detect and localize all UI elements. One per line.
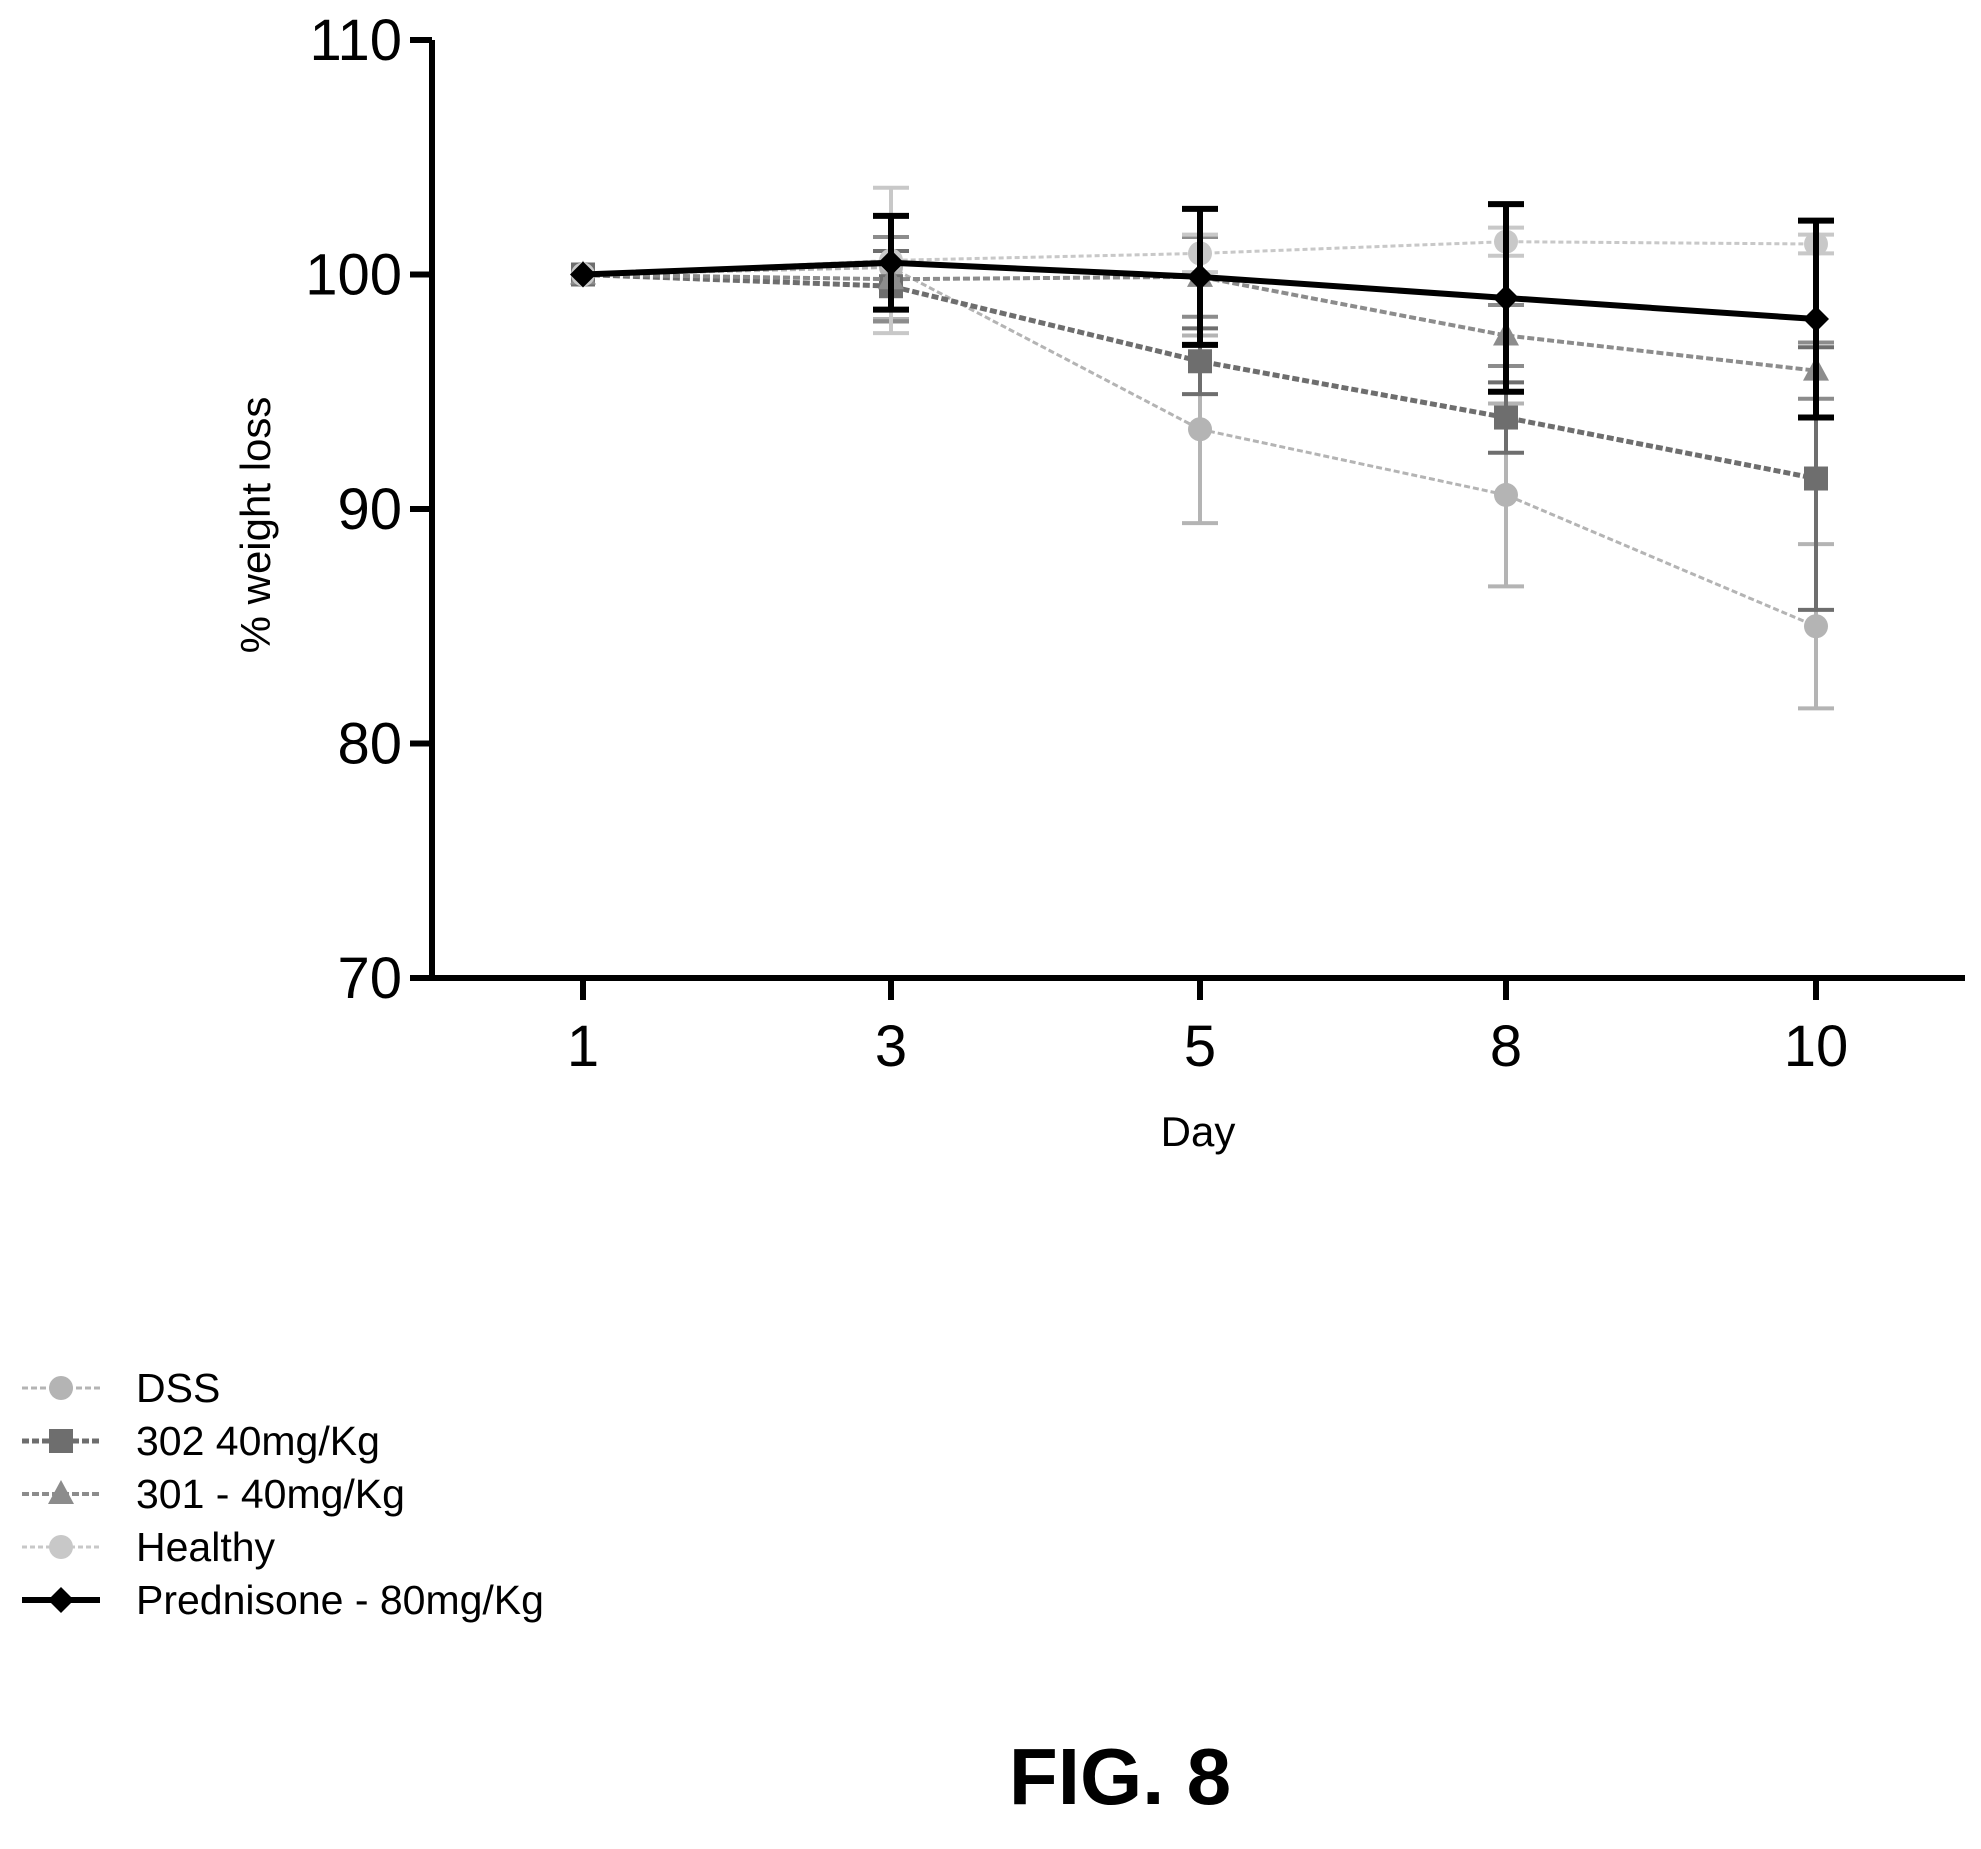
legend-item-0: DSS — [22, 1365, 220, 1411]
y-tick-label: 100 — [305, 243, 402, 308]
x-tick-label: 3 — [875, 1014, 907, 1079]
legend-label: 302 40mg/Kg — [136, 1418, 380, 1464]
legend-marker — [49, 1535, 73, 1559]
legend-marker — [49, 1376, 73, 1400]
series-4 — [570, 201, 1834, 421]
y-tick-label: 90 — [337, 477, 402, 542]
data-point — [1187, 263, 1213, 290]
data-point — [1804, 614, 1828, 639]
x-tick-label: 8 — [1490, 1014, 1522, 1079]
legend-item-2: 301 - 40mg/Kg — [22, 1471, 405, 1517]
legend-label: DSS — [136, 1365, 220, 1411]
axes: 70 80 90 100 110 1 3 5 8 10 Day % weight loss — [232, 8, 1965, 1155]
y-axis-title: % weight loss — [232, 397, 279, 654]
data-point — [1804, 466, 1828, 491]
legend-label: Prednisone - 80mg/Kg — [136, 1577, 544, 1623]
legend-item-1: 302 40mg/Kg — [22, 1418, 380, 1464]
figure-caption: FIG. 8 — [1009, 1732, 1231, 1821]
x-axis-title: Day — [1161, 1108, 1236, 1155]
data-point — [1493, 284, 1519, 311]
data-point — [1803, 306, 1829, 333]
legend-item-4: Prednisone - 80mg/Kg — [22, 1577, 544, 1623]
data-point — [1188, 349, 1212, 374]
series-line — [582, 272, 1817, 373]
data-point — [1494, 482, 1518, 507]
y-tick-label: 110 — [310, 8, 402, 73]
x-tick-label: 5 — [1184, 1014, 1216, 1079]
legend-label: 301 - 40mg/Kg — [136, 1471, 405, 1517]
data-point — [1494, 405, 1518, 430]
x-tick-label: 10 — [1784, 1014, 1849, 1079]
y-tick-label: 80 — [337, 712, 402, 777]
x-tick-label: 1 — [567, 1014, 599, 1079]
legend-marker — [48, 1587, 74, 1613]
series-line — [582, 265, 1817, 628]
y-tick-label: 70 — [337, 946, 402, 1011]
data-point — [878, 249, 904, 276]
legend: DSS 302 40mg/Kg 301 - 40mg/Kg Healthy Predni… — [22, 1365, 544, 1623]
legend-marker — [48, 1480, 74, 1504]
legend-label: Healthy — [136, 1524, 276, 1570]
plot-area — [570, 185, 1834, 711]
legend-item-3: Healthy — [22, 1524, 276, 1570]
data-point — [1188, 417, 1212, 442]
legend-marker — [49, 1429, 73, 1453]
data-point — [570, 261, 596, 288]
